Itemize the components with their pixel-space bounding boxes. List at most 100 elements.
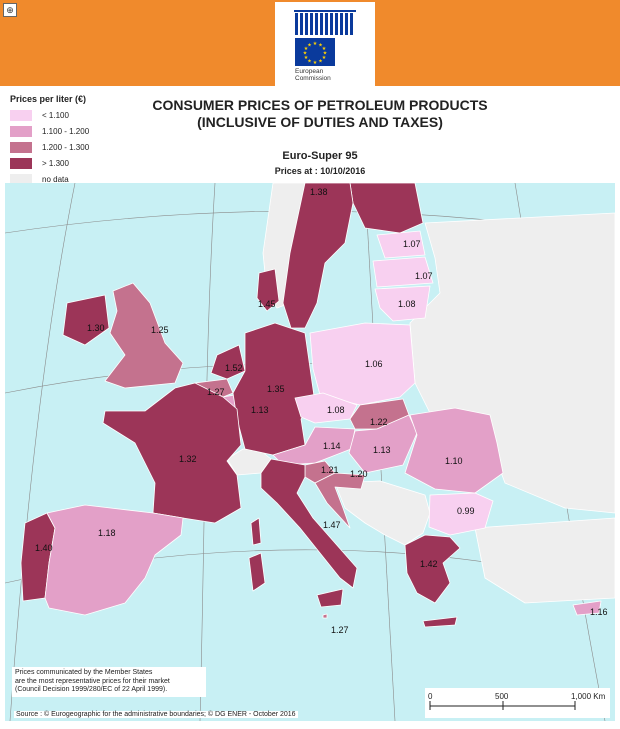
country-latvia <box>372 256 434 288</box>
berlaymont-building-icon <box>294 10 356 36</box>
legend-label: 1.100 - 1.200 <box>42 127 90 136</box>
price-label-estonia: 1.07 <box>403 239 421 249</box>
country-malta <box>322 613 328 619</box>
legend-item: < 1.100 <box>10 109 130 122</box>
eu-flag-icon: ★ ★ ★ ★ ★ ★ ★ ★ ★ ★ ★ ★ <box>295 38 335 66</box>
price-label-greece: 1.42 <box>420 559 438 569</box>
svg-text:★: ★ <box>322 46 327 52</box>
country-cyprus <box>572 600 602 616</box>
svg-text:★: ★ <box>313 60 318 66</box>
map-title: CONSUMER PRICES OF PETROLEUM PRODUCTS (I… <box>110 97 530 131</box>
legend-item: 1.200 - 1.300 <box>10 141 130 154</box>
country-crete <box>422 616 458 628</box>
country-balkans <box>334 480 431 546</box>
country-denmark <box>256 268 280 312</box>
svg-text:★: ★ <box>322 55 327 61</box>
map-subtitle: Euro-Super 95 <box>282 150 358 162</box>
price-label-bulgaria: 0.99 <box>457 506 475 516</box>
country-netherlands <box>210 344 246 380</box>
price-label-romania: 1.10 <box>445 456 463 466</box>
price-date: Prices at : 10/10/2016 <box>274 166 366 176</box>
price-label-slovenia: 1.21 <box>321 465 339 475</box>
price-label-netherlands: 1.52 <box>225 363 243 373</box>
price-label-austria: 1.14 <box>323 441 341 451</box>
country-hungary <box>348 414 418 474</box>
country-sardinia <box>248 552 266 592</box>
price-label-uk: 1.25 <box>151 325 169 335</box>
country-italy <box>260 458 358 589</box>
price-label-czechia: 1.08 <box>327 405 345 415</box>
european-commission-logo: ★ ★ ★ ★ ★ ★ ★ ★ ★ ★ ★ ★ European Commission <box>275 2 375 86</box>
country-lithuania <box>374 285 431 322</box>
country-sweden <box>282 183 354 329</box>
price-label-poland: 1.06 <box>365 359 383 369</box>
price-label-italy: 1.47 <box>323 520 341 530</box>
price-label-latvia: 1.07 <box>415 271 433 281</box>
logo-text-line2: Commission <box>295 75 331 82</box>
price-label-malta: 1.27 <box>331 625 349 635</box>
price-label-france: 1.32 <box>179 454 197 464</box>
scale-tick-1000: 1,000 Km <box>571 692 606 701</box>
svg-text:★: ★ <box>304 55 309 61</box>
legend-swatch <box>10 142 32 153</box>
country-greece <box>404 534 461 604</box>
legend-item: no data <box>10 173 130 186</box>
country-spain <box>44 504 184 616</box>
svg-text:★: ★ <box>307 59 312 65</box>
price-label-croatia: 1.20 <box>350 469 368 479</box>
note-line: Prices communicated by the Member States <box>15 669 153 676</box>
legend: Prices per liter (€) < 1.100 1.100 - 1.2… <box>10 94 130 189</box>
svg-text:★: ★ <box>318 59 323 65</box>
price-label-portugal: 1.40 <box>35 543 53 553</box>
country-ireland <box>62 294 110 346</box>
price-label-hungary: 1.13 <box>373 445 391 455</box>
price-label-sweden: 1.38 <box>310 187 328 197</box>
europe-map: 1.38 1.07 1.07 1.08 1.45 1.30 1.25 1.52 1.27 1.13… <box>5 183 615 721</box>
legend-label: 1.200 - 1.300 <box>42 143 90 152</box>
svg-text:★: ★ <box>323 51 328 57</box>
country-poland <box>309 322 416 406</box>
price-label-denmark: 1.45 <box>258 299 276 309</box>
header-banner: ★ ★ ★ ★ ★ ★ ★ ★ ★ ★ ★ ★ European Commission <box>0 0 620 86</box>
svg-text:★: ★ <box>303 51 308 57</box>
price-label-cyprus: 1.16 <box>590 607 608 617</box>
price-label-germany: 1.35 <box>267 384 285 394</box>
note-line: are the most representative prices for t… <box>15 677 170 685</box>
note-line: (Council Decision 1999/280/EC of 22 Apri… <box>15 686 168 693</box>
country-corsica <box>250 517 262 546</box>
country-uk <box>104 282 184 389</box>
zoom-icon[interactable]: ⊕ <box>3 3 17 17</box>
price-label-spain: 1.18 <box>98 528 116 538</box>
legend-swatch <box>10 174 32 185</box>
svg-text:★: ★ <box>304 46 309 52</box>
logo-text: European Commission <box>295 68 331 82</box>
country-estonia <box>376 230 426 259</box>
legend-swatch <box>10 158 32 169</box>
legend-swatch <box>10 126 32 137</box>
svg-text:★: ★ <box>307 43 312 49</box>
country-romania <box>404 407 504 494</box>
legend-label: < 1.100 <box>42 111 69 120</box>
country-bulgaria <box>428 492 494 536</box>
legend-swatch <box>10 110 32 121</box>
map-title-line2: (INCLUSIVE OF DUTIES AND TAXES) <box>197 114 443 130</box>
price-label-belgium: 1.27 <box>207 387 225 397</box>
price-label-luxembourg: 1.13 <box>251 405 269 415</box>
country-turkey <box>474 517 615 604</box>
scale-bar: 0 500 1,000 Km <box>425 688 610 718</box>
logo-text-line1: European <box>295 68 324 75</box>
country-france <box>102 382 242 524</box>
methodology-note: Prices communicated by the Member States… <box>12 667 206 697</box>
price-label-slovakia: 1.22 <box>370 417 388 427</box>
scale-tick-0: 0 <box>428 692 433 701</box>
map-title-line1: CONSUMER PRICES OF PETROLEUM PRODUCTS <box>152 97 488 113</box>
country-sicily <box>316 588 344 608</box>
legend-item: 1.100 - 1.200 <box>10 125 130 138</box>
legend-item: > 1.300 <box>10 157 130 170</box>
legend-label: > 1.300 <box>42 159 69 168</box>
source-credit: Source : © Eurogeographic for the admini… <box>14 711 298 718</box>
legend-title: Prices per liter (€) <box>10 94 87 104</box>
legend-label: no data <box>42 175 69 184</box>
svg-text:★: ★ <box>313 41 318 47</box>
